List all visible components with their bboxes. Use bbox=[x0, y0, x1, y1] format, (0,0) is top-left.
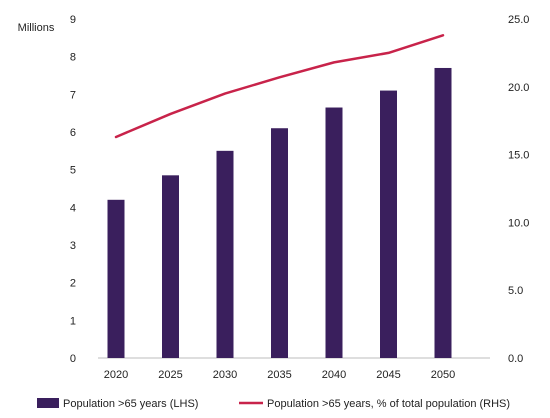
y-right-tick-label: 0.0 bbox=[508, 353, 523, 365]
bar-2020 bbox=[107, 199, 125, 358]
line-series bbox=[114, 34, 445, 139]
legend-label-bar: Population >65 years (LHS) bbox=[63, 398, 198, 410]
legend-label-line: Population >65 years, % of total populat… bbox=[267, 398, 510, 410]
x-tick-label-2025: 2025 bbox=[158, 369, 182, 381]
x-tick-label-2035: 2035 bbox=[267, 369, 291, 381]
y-left-axis-label: Millions bbox=[18, 22, 55, 34]
y-right-tick-label: 10.0 bbox=[508, 217, 529, 229]
x-axis: 2020 2025 2030 2035 2040 2045 2050 bbox=[104, 369, 455, 381]
bar-2025 bbox=[162, 175, 179, 358]
y-left-tick-label: 0 bbox=[70, 353, 76, 365]
bar-2045 bbox=[380, 90, 397, 359]
y-left-tick-label: 5 bbox=[70, 165, 76, 177]
y-right-tick-label: 15.0 bbox=[508, 150, 529, 162]
x-tick-label-2030: 2030 bbox=[213, 369, 237, 381]
bar-series bbox=[107, 67, 452, 359]
y-right-tick-label: 20.0 bbox=[508, 82, 529, 94]
y-left-tick-label: 8 bbox=[70, 52, 76, 64]
x-tick-label-2050: 2050 bbox=[431, 369, 455, 381]
y-left-tick-label: 2 bbox=[70, 278, 76, 290]
y-right-axis: 0.0 5.0 10.0 15.0 20.0 25.0 bbox=[508, 14, 529, 365]
y-left-tick-label: 6 bbox=[70, 127, 76, 139]
y-right-tick-label: 25.0 bbox=[508, 14, 529, 26]
y-left-tick-label: 3 bbox=[70, 240, 76, 252]
y-left-axis: 0 1 2 3 4 5 6 7 8 9 bbox=[70, 14, 76, 365]
legend: Population >65 years (LHS) Population >6… bbox=[37, 398, 510, 410]
x-tick-label-2020: 2020 bbox=[104, 369, 128, 381]
line-pct-of-total bbox=[114, 34, 445, 139]
legend-swatch-bar bbox=[37, 398, 59, 408]
y-left-tick-label: 7 bbox=[70, 89, 76, 101]
bar-2040 bbox=[325, 107, 343, 359]
y-left-tick-label: 4 bbox=[70, 202, 76, 214]
bar-2035 bbox=[271, 128, 288, 358]
x-tick-label-2045: 2045 bbox=[376, 369, 400, 381]
y-right-tick-label: 5.0 bbox=[508, 285, 523, 297]
y-left-tick-label: 1 bbox=[70, 315, 76, 327]
bar-2050 bbox=[434, 67, 452, 358]
y-left-tick-label: 9 bbox=[70, 14, 76, 26]
bar-2030 bbox=[216, 150, 234, 358]
x-tick-label-2040: 2040 bbox=[322, 369, 346, 381]
